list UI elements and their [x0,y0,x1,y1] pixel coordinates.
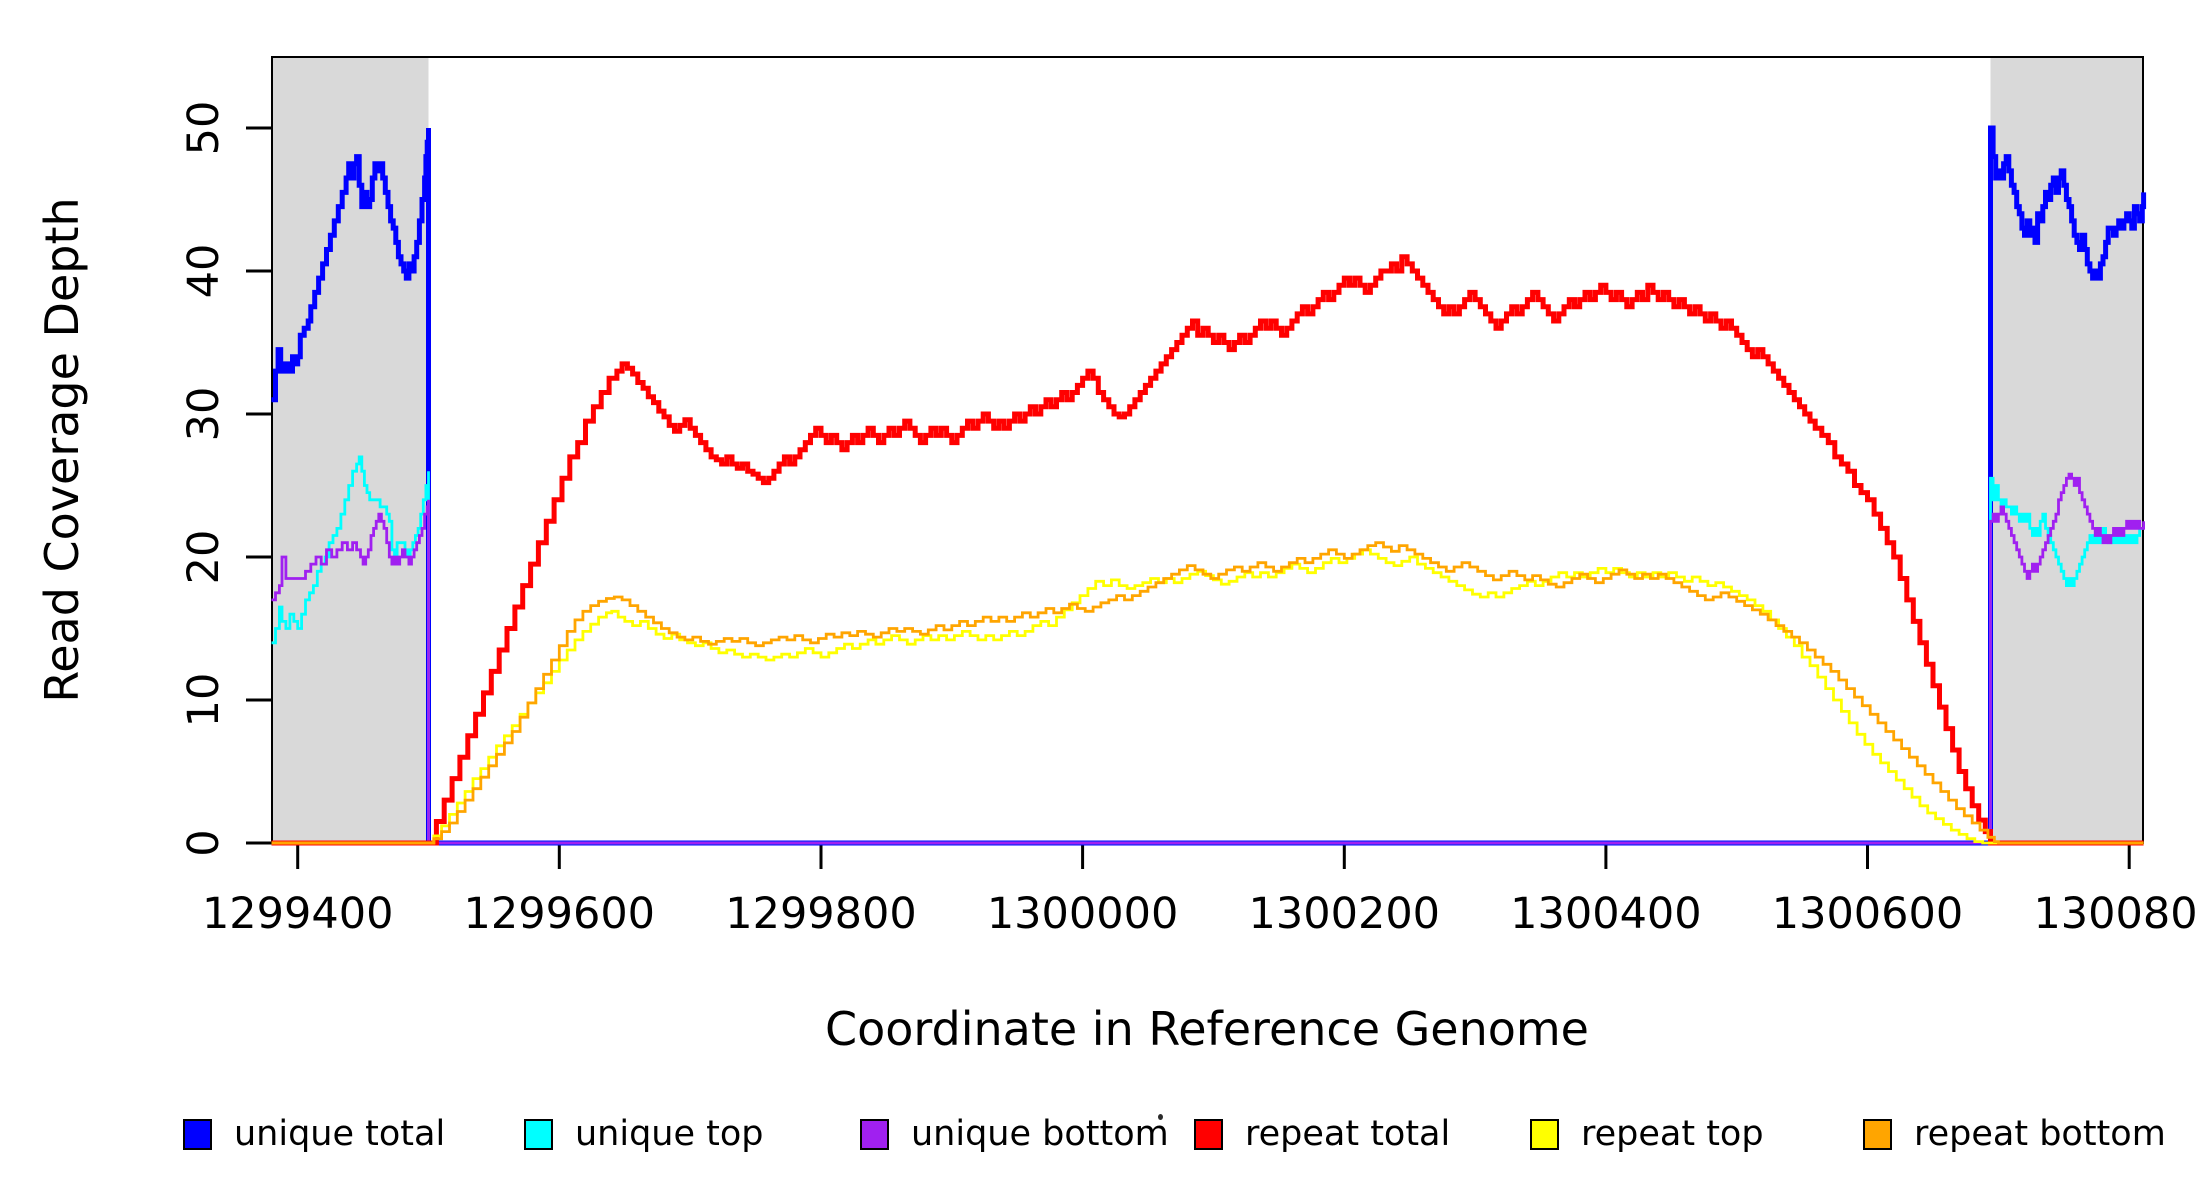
stray-dot-artifact [1158,1114,1163,1120]
legend-item-unique-total: unique total [183,1106,445,1162]
x-tick-label: 1299600 [464,889,656,939]
x-tick-label: 1300200 [1249,889,1441,939]
series-unique-bottom [271,472,2145,845]
x-tick-label: 1300600 [1772,889,1964,939]
plot-frame [271,56,2144,844]
series-repeat-total [271,254,2144,846]
y-tick-label: 20 [179,530,229,585]
series-repeat-bottom [271,541,2144,845]
y-tick-label: 50 [179,101,229,156]
axis-tick-labels: 1299400 1299600 1299800 1300000 1300200 13004… [179,101,2200,939]
legend-item-repeat-bottom: repeat bottom [1863,1106,2166,1162]
y-tick-label: 10 [179,673,229,728]
legend-swatch-unique-total [183,1118,212,1150]
legend-swatch-repeat-top [1530,1118,1559,1150]
series-layer [271,125,2147,846]
legend-label-unique-bottom: unique bottom [911,1114,1169,1154]
legend-swatch-repeat-bottom [1863,1118,1892,1150]
legend-swatch-repeat-total [1194,1118,1223,1150]
series-unique-total [271,125,2147,846]
legend-item-unique-top: unique top [524,1106,764,1162]
legend-item-repeat-total: repeat total [1194,1106,1450,1162]
x-tick-label: 1300400 [1510,889,1702,939]
legend-label-unique-total: unique total [234,1114,446,1154]
y-tick-label: 40 [179,244,229,299]
legend-swatch-unique-top [524,1118,553,1150]
x-tick-label: 1299400 [202,889,394,939]
legend-label-unique-top: unique top [575,1114,764,1154]
y-tick-label: 0 [179,829,229,856]
x-tick-label: 1299800 [725,889,917,939]
legend-label-repeat-bottom: repeat bottom [1914,1114,2166,1154]
legend-item-unique-bottom: unique bottom [860,1106,1169,1162]
x-axis-title: Coordinate in Reference Genome [825,1002,1589,1056]
legend: unique total unique top unique bottom re… [0,1106,2200,1166]
legend-swatch-unique-bottom [860,1118,889,1150]
shaded-regions [271,57,2144,843]
x-tick-label: 1300000 [987,889,1179,939]
legend-label-repeat-top: repeat top [1581,1114,1764,1154]
legend-label-repeat-total: repeat total [1245,1114,1451,1154]
shaded-region [271,57,429,843]
y-axis-title: Read Coverage Depth [35,197,89,702]
y-tick-label: 30 [179,387,229,442]
axis-ticks [246,126,2131,869]
legend-item-repeat-top: repeat top [1530,1106,1764,1162]
